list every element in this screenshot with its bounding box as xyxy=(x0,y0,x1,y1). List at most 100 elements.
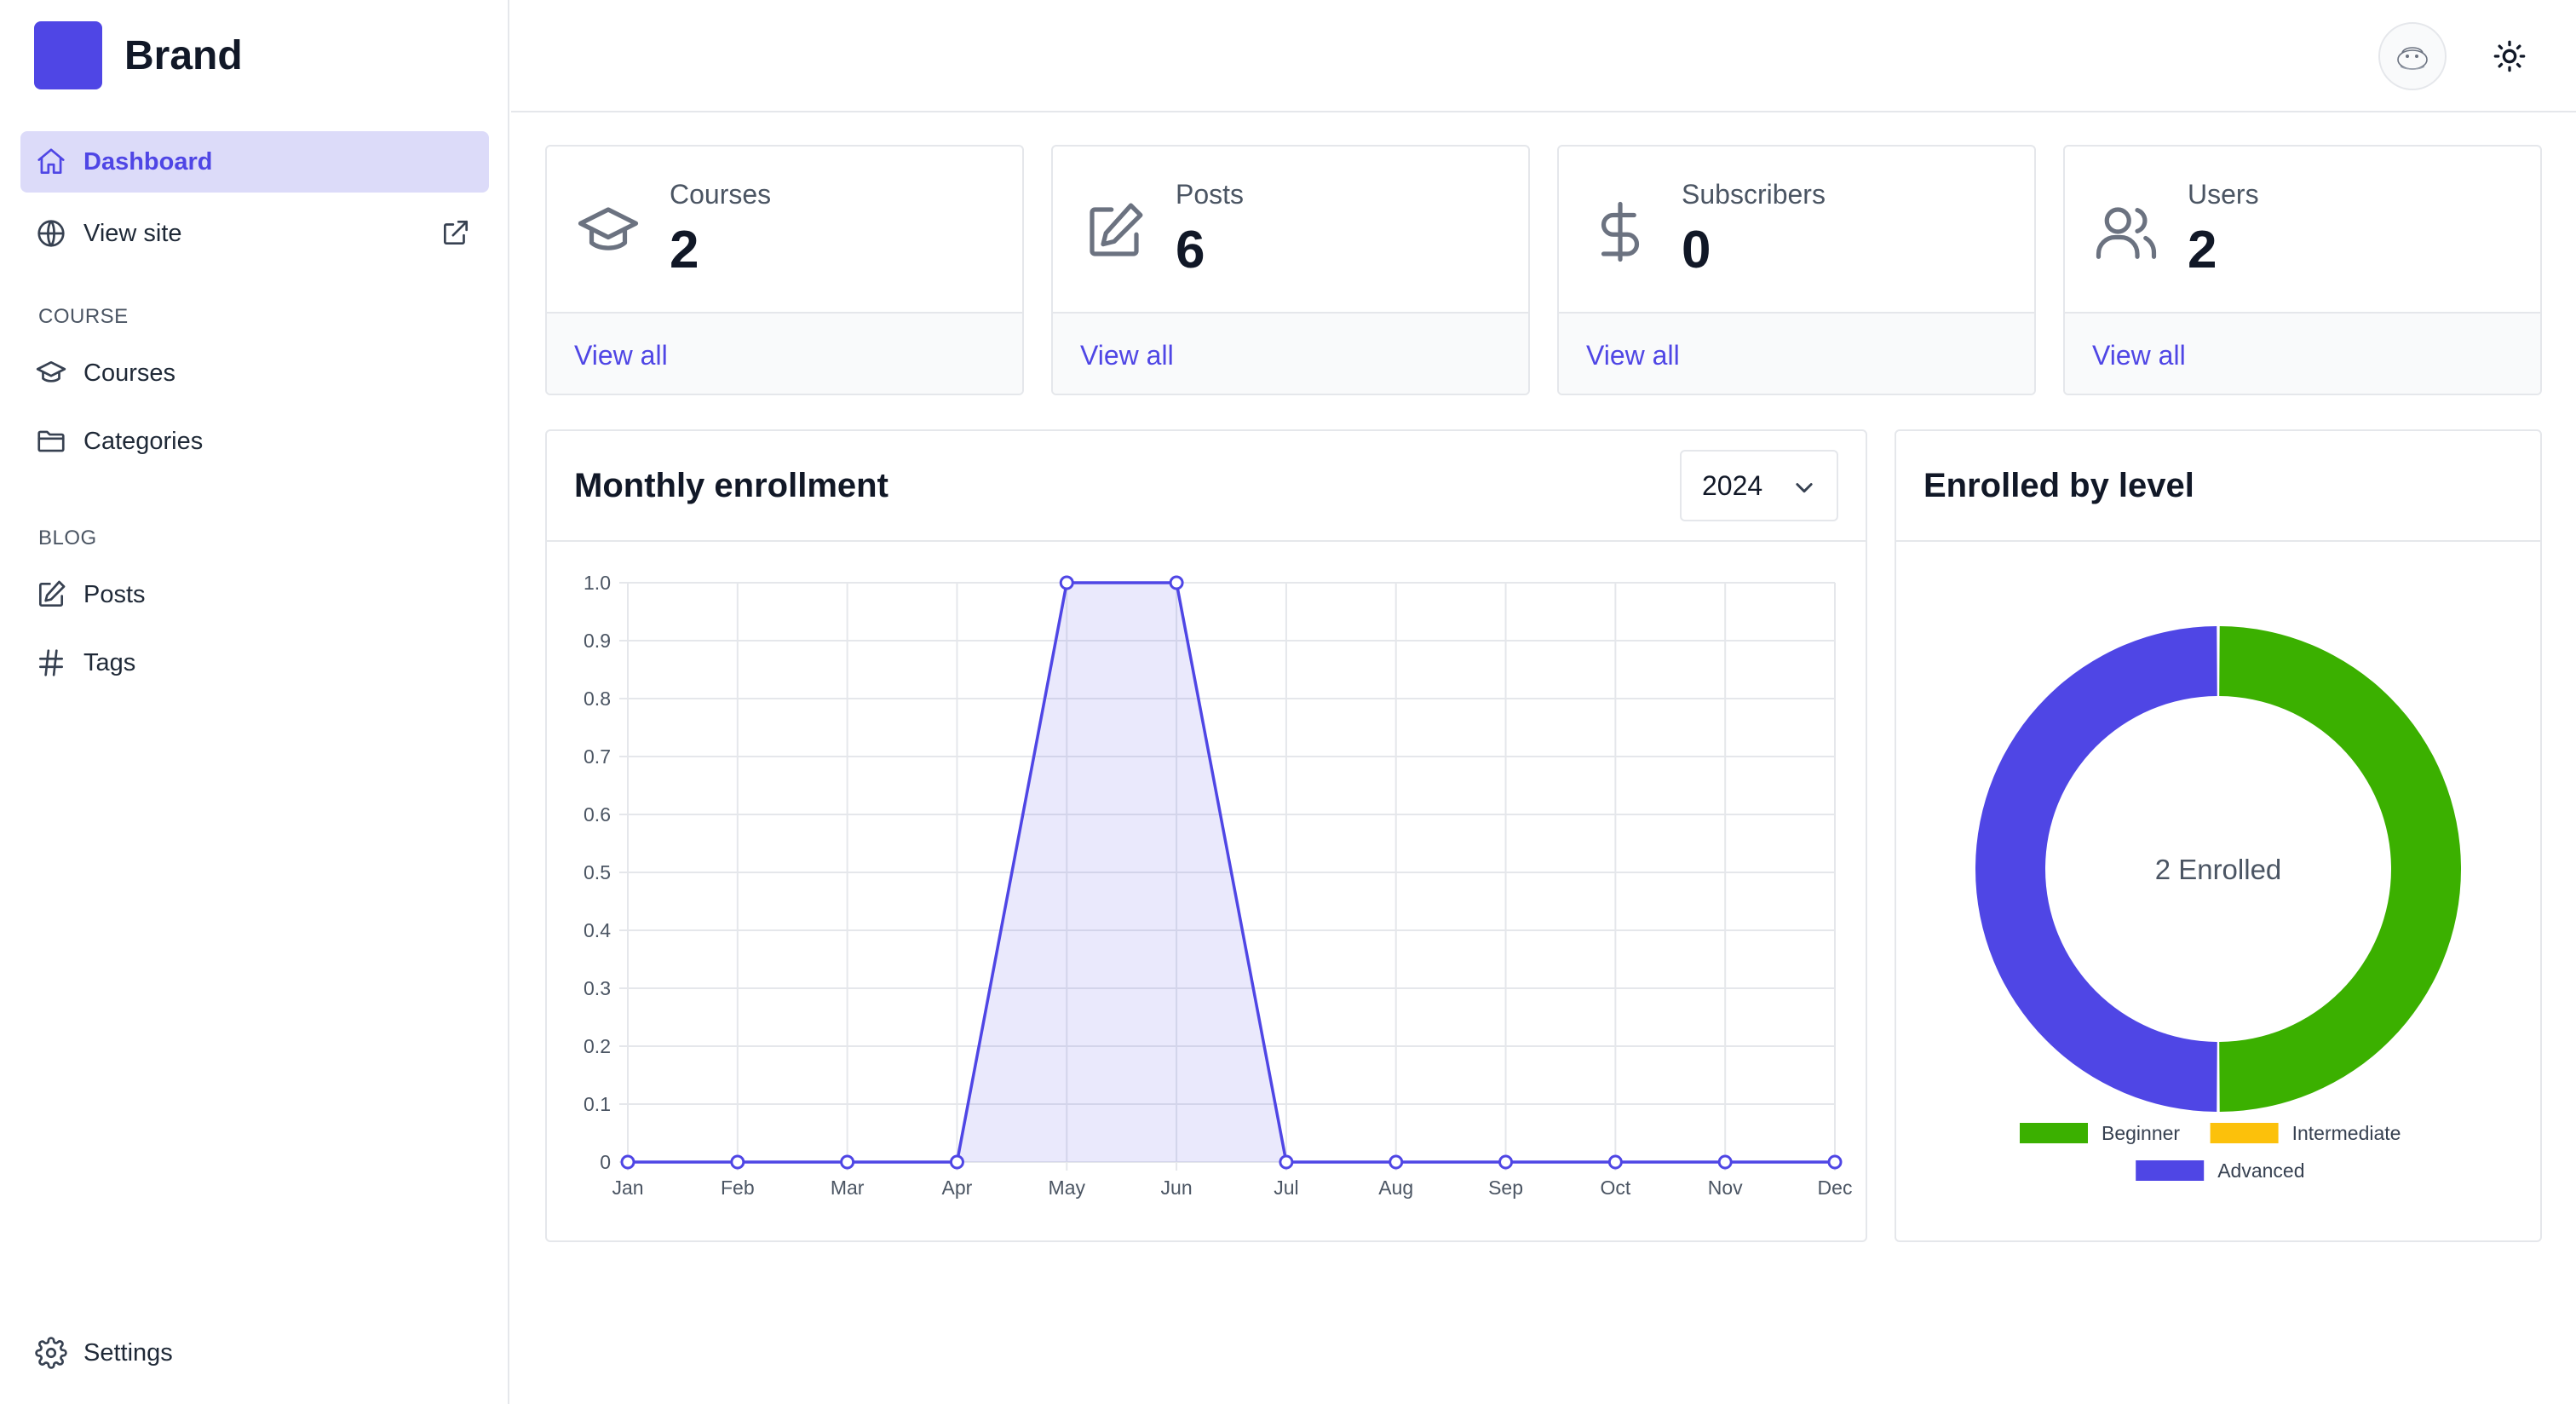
series-line xyxy=(628,581,1835,1164)
sidebar-item-view-site[interactable]: View site xyxy=(20,203,489,264)
donut-center-label: 2 Enrolled xyxy=(2155,854,2282,885)
data-point[interactable] xyxy=(1827,1154,1843,1170)
data-point[interactable] xyxy=(840,1154,855,1170)
theme-toggle-button[interactable] xyxy=(2487,34,2532,78)
legend-swatch xyxy=(2136,1160,2205,1181)
sun-icon xyxy=(2493,40,2526,72)
chart-grid: 0 0.1 0.2 0.3 0.4 0.5 0.6 0.7 0.8 0.9 1.0 Jan Feb Mar… xyxy=(584,572,1852,1199)
y-tick-label: 0 xyxy=(600,1151,611,1173)
x-tick-label: Nov xyxy=(1708,1177,1743,1199)
chevron-down-icon xyxy=(1796,483,1813,493)
edit-icon xyxy=(34,578,68,612)
legend-item-intermediate[interactable]: Intermediate xyxy=(2210,1122,2401,1144)
view-all-link[interactable]: View all xyxy=(1586,339,1680,371)
x-tick-label: Aug xyxy=(1378,1177,1413,1199)
stat-card-courses: Courses 2 View all xyxy=(545,145,1024,395)
home-icon xyxy=(34,145,68,179)
data-point[interactable] xyxy=(1389,1154,1404,1170)
sidebar: Brand Dashboard View site COURSE Courses… xyxy=(0,0,509,1404)
sidebar-item-label: Tags xyxy=(83,648,136,676)
section-label-blog: BLOG xyxy=(38,526,97,550)
brand-name: Brand xyxy=(124,32,243,78)
data-point[interactable] xyxy=(730,1154,745,1170)
donut-slice-advanced[interactable] xyxy=(1975,626,2217,1112)
y-tick-label: 0.6 xyxy=(584,803,611,826)
legend-item-advanced[interactable]: Advanced xyxy=(2136,1159,2305,1182)
sidebar-item-label: Categories xyxy=(83,427,204,455)
graduation-cap-icon xyxy=(34,356,68,390)
stat-value: 2 xyxy=(2188,221,2217,279)
x-tick-label: Jul xyxy=(1274,1177,1298,1199)
y-tick-label: 0.2 xyxy=(584,1035,611,1057)
legend-swatch xyxy=(2020,1123,2088,1143)
stat-card-posts: Posts 6 View all xyxy=(1051,145,1530,395)
legend-swatch xyxy=(2210,1123,2279,1143)
edit-icon xyxy=(1078,196,1150,268)
x-tick-label: May xyxy=(1049,1177,1086,1199)
sidebar-item-categories[interactable]: Categories xyxy=(20,411,489,472)
stat-card-subscribers: Subscribers 0 View all xyxy=(1557,145,2036,395)
view-all-link[interactable]: View all xyxy=(574,339,668,371)
y-tick-label: 0.1 xyxy=(584,1093,611,1115)
y-tick-label: 0.5 xyxy=(584,861,611,883)
stat-label: Courses xyxy=(670,179,772,210)
sidebar-item-settings[interactable]: Settings xyxy=(20,1322,489,1384)
y-tick-label: 0.3 xyxy=(584,977,611,999)
stat-label: Posts xyxy=(1176,179,1245,210)
sidebar-item-courses[interactable]: Courses xyxy=(20,342,489,404)
donut-slice-beginner[interactable] xyxy=(2219,626,2462,1112)
data-point[interactable] xyxy=(1169,575,1184,590)
x-tick-label: Jun xyxy=(1161,1177,1193,1199)
folder-icon xyxy=(34,424,68,458)
x-tick-label: Sep xyxy=(1488,1177,1523,1199)
topbar xyxy=(511,0,2576,112)
legend-item-beginner[interactable]: Beginner xyxy=(2020,1122,2180,1144)
users-icon xyxy=(2090,196,2162,268)
sidebar-item-label: Settings xyxy=(83,1338,173,1367)
section-label-course: COURSE xyxy=(38,305,129,328)
data-point[interactable] xyxy=(1607,1154,1623,1170)
gear-icon xyxy=(34,1336,68,1370)
legend-label: Advanced xyxy=(2217,1159,2304,1182)
stat-label: Subscribers xyxy=(1682,179,1826,210)
year-select[interactable]: 2024 xyxy=(1680,450,1838,521)
panel-title: Enrolled by level xyxy=(1923,467,2194,504)
enrollment-line-chart: 0 0.1 0.2 0.3 0.4 0.5 0.6 0.7 0.8 0.9 1.0 Jan Feb Mar… xyxy=(584,572,1852,1199)
data-point[interactable] xyxy=(949,1154,964,1170)
x-tick-label: Apr xyxy=(942,1177,973,1199)
legend-label: Intermediate xyxy=(2292,1122,2401,1144)
stat-value: 2 xyxy=(670,221,699,279)
level-donut-chart: 2 Enrolled Beginner Intermediate Advanced xyxy=(1975,626,2462,1182)
avatar-icon xyxy=(2397,47,2428,70)
y-tick-label: 0.8 xyxy=(584,688,611,710)
avatar[interactable] xyxy=(2378,22,2447,90)
sidebar-item-label: View site xyxy=(83,219,182,247)
hash-icon xyxy=(34,646,68,680)
view-all-link[interactable]: View all xyxy=(2092,339,2186,371)
y-tick-label: 0.9 xyxy=(584,630,611,652)
sidebar-item-tags[interactable]: Tags xyxy=(20,632,489,693)
stat-value: 0 xyxy=(1682,221,1711,279)
data-point[interactable] xyxy=(620,1154,635,1170)
brand[interactable]: Brand xyxy=(34,20,243,90)
x-tick-label: Jan xyxy=(612,1177,643,1199)
globe-icon xyxy=(34,216,68,250)
data-point[interactable] xyxy=(1498,1154,1514,1170)
sidebar-item-posts[interactable]: Posts xyxy=(20,564,489,625)
sidebar-item-label: Dashboard xyxy=(83,147,213,176)
data-point[interactable] xyxy=(1279,1154,1294,1170)
stat-card-users: Users 2 View all xyxy=(2063,145,2542,395)
stat-label: Users xyxy=(2188,179,2259,210)
panel-title: Monthly enrollment xyxy=(574,467,888,504)
y-tick-label: 1.0 xyxy=(584,572,611,594)
sidebar-item-label: Courses xyxy=(83,359,175,387)
data-point[interactable] xyxy=(1717,1154,1733,1170)
data-point[interactable] xyxy=(1059,575,1074,590)
sidebar-item-dashboard[interactable]: Dashboard xyxy=(20,131,489,193)
legend-label: Beginner xyxy=(2102,1122,2180,1144)
external-link-icon xyxy=(440,216,474,250)
y-tick-label: 0.7 xyxy=(584,745,611,768)
sidebar-item-label: Posts xyxy=(83,580,146,608)
stat-value: 6 xyxy=(1176,221,1205,279)
view-all-link[interactable]: View all xyxy=(1080,339,1174,371)
